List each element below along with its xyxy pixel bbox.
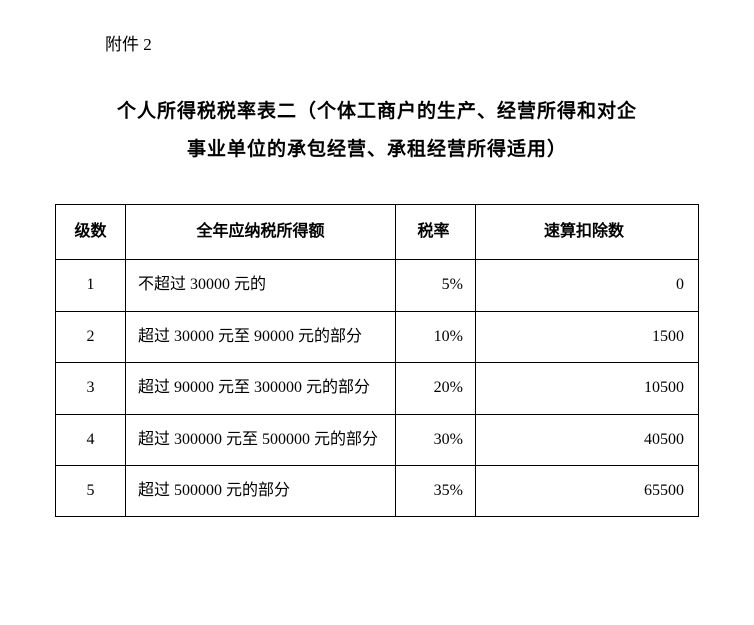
table-row: 3 超过 90000 元至 300000 元的部分 20% 10500 <box>56 363 699 414</box>
cell-rate: 30% <box>396 414 476 465</box>
cell-deduction: 0 <box>476 260 699 311</box>
cell-rate: 20% <box>396 363 476 414</box>
cell-level: 1 <box>56 260 126 311</box>
header-level: 级数 <box>56 205 126 260</box>
cell-rate: 10% <box>396 311 476 362</box>
cell-deduction: 65500 <box>476 465 699 516</box>
title-block: 个人所得税税率表二（个体工商户的生产、经营所得和对企 事业单位的承包经营、承租经… <box>55 93 699 169</box>
cell-deduction: 1500 <box>476 311 699 362</box>
header-deduction: 速算扣除数 <box>476 205 699 260</box>
cell-income: 超过 90000 元至 300000 元的部分 <box>126 363 396 414</box>
title-line-1: 个人所得税税率表二（个体工商户的生产、经营所得和对企 <box>55 93 699 131</box>
table-row: 2 超过 30000 元至 90000 元的部分 10% 1500 <box>56 311 699 362</box>
table-header-row: 级数 全年应纳税所得额 税率 速算扣除数 <box>56 205 699 260</box>
table-row: 4 超过 300000 元至 500000 元的部分 30% 40500 <box>56 414 699 465</box>
cell-level: 2 <box>56 311 126 362</box>
title-line-2: 事业单位的承包经营、承租经营所得适用） <box>55 131 699 169</box>
header-income: 全年应纳税所得额 <box>126 205 396 260</box>
cell-rate: 35% <box>396 465 476 516</box>
cell-income: 超过 300000 元至 500000 元的部分 <box>126 414 396 465</box>
table-row: 1 不超过 30000 元的 5% 0 <box>56 260 699 311</box>
cell-income: 超过 500000 元的部分 <box>126 465 396 516</box>
attachment-label: 附件 2 <box>105 30 699 55</box>
cell-income: 不超过 30000 元的 <box>126 260 396 311</box>
cell-level: 4 <box>56 414 126 465</box>
cell-level: 5 <box>56 465 126 516</box>
cell-deduction: 40500 <box>476 414 699 465</box>
cell-level: 3 <box>56 363 126 414</box>
cell-income: 超过 30000 元至 90000 元的部分 <box>126 311 396 362</box>
cell-deduction: 10500 <box>476 363 699 414</box>
cell-rate: 5% <box>396 260 476 311</box>
tax-rate-table: 级数 全年应纳税所得额 税率 速算扣除数 1 不超过 30000 元的 5% 0… <box>55 204 699 517</box>
table-row: 5 超过 500000 元的部分 35% 65500 <box>56 465 699 516</box>
header-rate: 税率 <box>396 205 476 260</box>
